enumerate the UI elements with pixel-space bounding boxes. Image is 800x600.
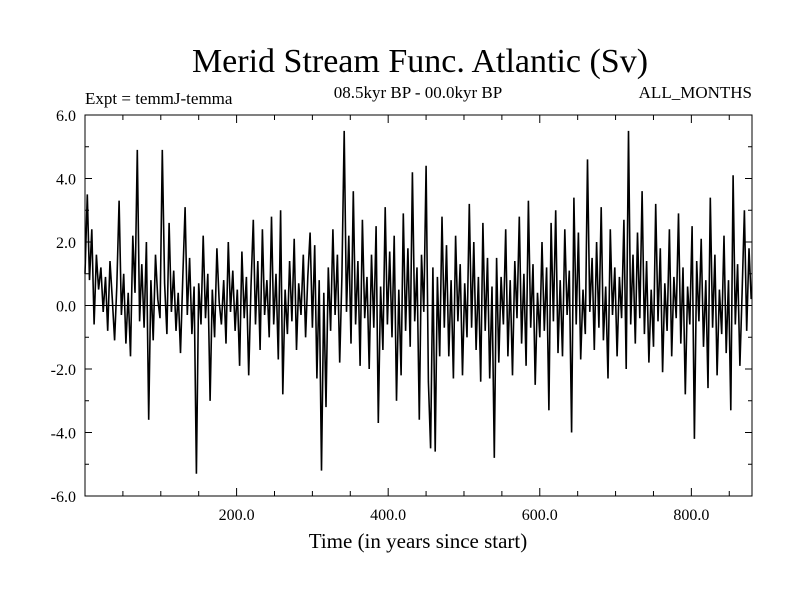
series-line-1 xyxy=(84,130,752,474)
series-group xyxy=(84,130,752,474)
time-range-label: 08.5kyr BP - 00.0kyr BP xyxy=(334,83,502,102)
y-axis: 6.0 4.0 2.0 0.0 -2.0 -4.0 -6.0 xyxy=(51,108,752,506)
y-tick-label: -2.0 xyxy=(51,362,76,379)
x-tick-label: 800.0 xyxy=(673,507,709,524)
y-tick-label: -6.0 xyxy=(51,489,76,506)
x-axis-label: Time (in years since start) xyxy=(309,529,528,553)
y-tick-label: -4.0 xyxy=(51,426,76,443)
x-tick-label: 400.0 xyxy=(370,507,406,524)
experiment-label: Expt = temmJ-temma xyxy=(85,89,233,108)
y-tick-label: 4.0 xyxy=(56,172,76,189)
y-tick-label: 0.0 xyxy=(56,299,76,316)
chart-title: Merid Stream Func. Atlantic (Sv) xyxy=(192,43,648,80)
y-tick-label: 6.0 xyxy=(56,108,76,125)
x-tick-label: 200.0 xyxy=(219,507,255,524)
y-tick-label: 2.0 xyxy=(56,235,76,252)
x-tick-label: 600.0 xyxy=(522,507,558,524)
x-axis: 200.0 400.0 600.0 800.0 xyxy=(122,115,730,524)
months-label: ALL_MONTHS xyxy=(639,83,752,102)
